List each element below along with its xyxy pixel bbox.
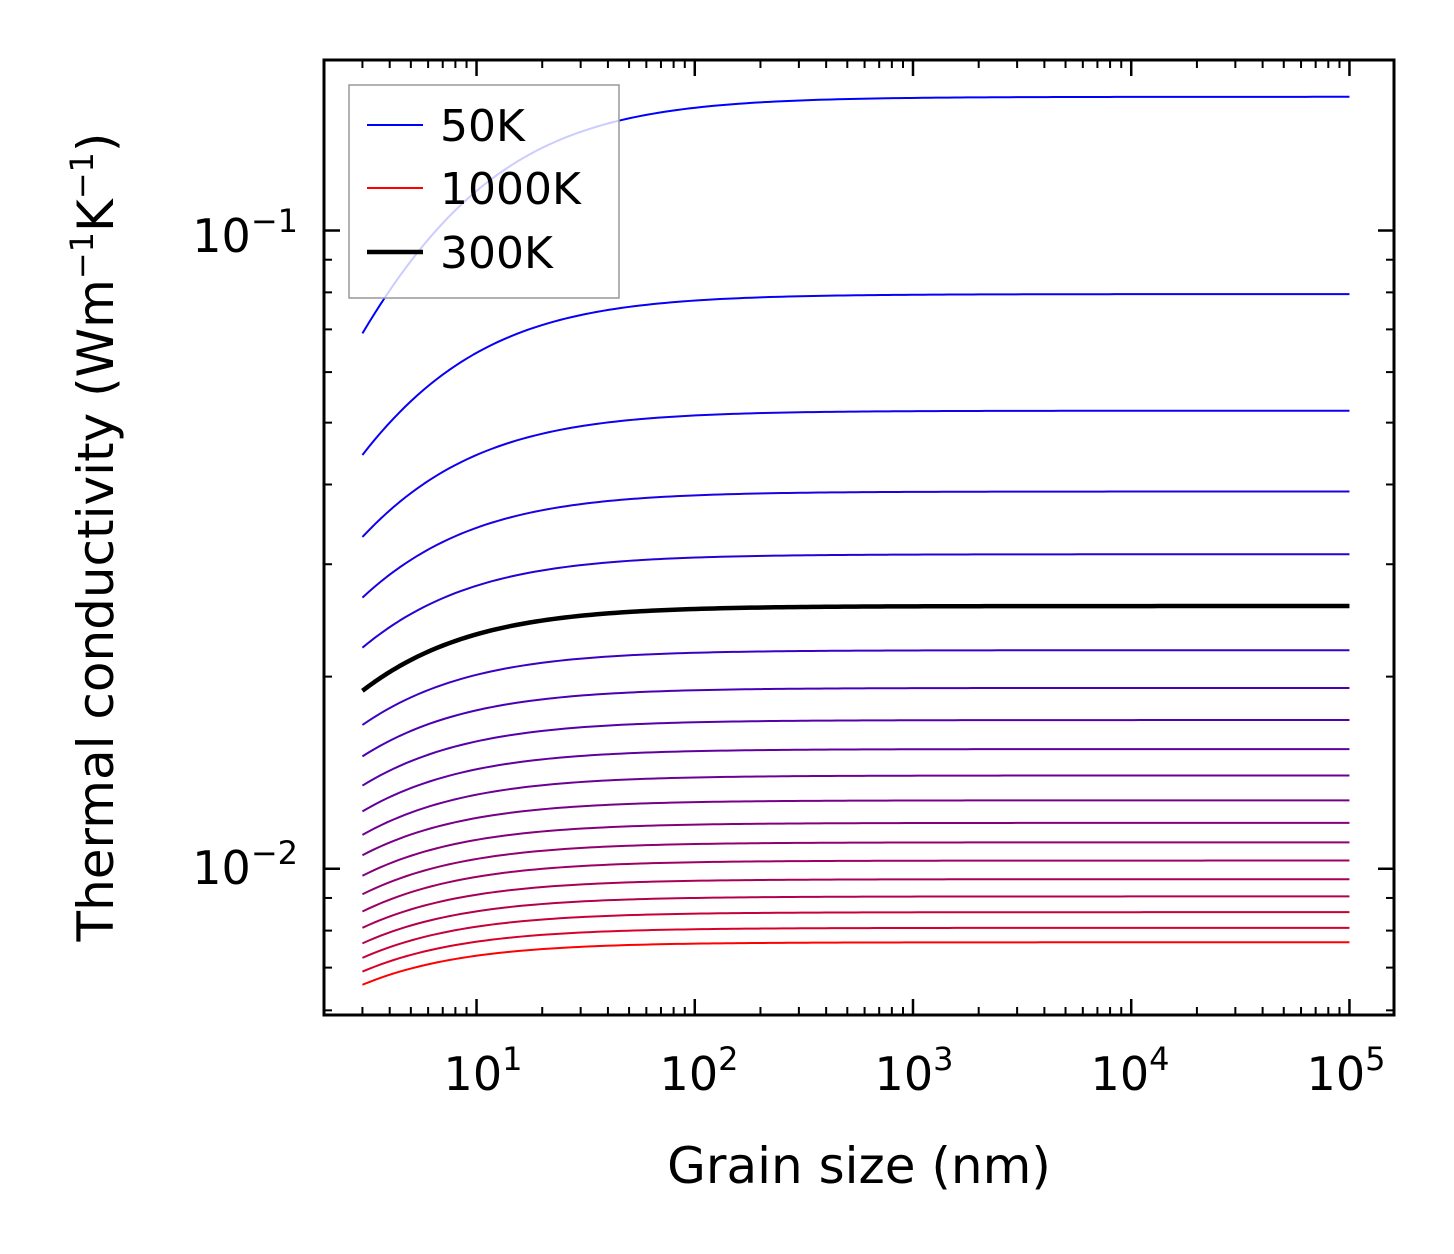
x-tick-label-5: 105 [1307, 1040, 1386, 1101]
y-axis-label: Thermal conductivity (Wm−1K−1) [63, 133, 125, 943]
legend: 50K 1000K 300K [348, 84, 620, 299]
series-line-300k [361, 603, 1350, 693]
legend-label-1000k: 1000K [440, 164, 582, 215]
series-line-800k [362, 878, 1350, 929]
legend-box [348, 84, 620, 299]
series-line-450k [361, 719, 1350, 787]
series-line-1000k [362, 941, 1350, 986]
series-line-150k [361, 409, 1350, 538]
series-line-250k [361, 553, 1350, 649]
series-line-400k [361, 686, 1350, 758]
x-tick-label-1: 101 [444, 1040, 523, 1101]
series-line-350k [361, 649, 1350, 726]
y-tick-label-0.1: 10−1 [192, 202, 298, 263]
series-line-950k [362, 926, 1350, 973]
x-tick-label-3: 103 [875, 1040, 954, 1101]
series-line-850k [362, 895, 1350, 945]
series-line-600k [361, 799, 1350, 857]
series-line-900k [362, 911, 1350, 959]
series-layer [361, 95, 1350, 986]
x-axis-label: Grain size (nm) [667, 1137, 1051, 1195]
series-line-200k [361, 490, 1350, 599]
legend-label-50k: 50K [440, 101, 526, 152]
x-tick-label-4: 104 [1091, 1040, 1170, 1101]
series-line-100k [361, 293, 1350, 456]
plot-frame [322, 58, 1396, 1017]
series-line-500k [361, 748, 1350, 813]
major-ticks [324, 60, 1394, 1015]
series-line-650k [361, 821, 1350, 877]
series-line-700k [361, 841, 1350, 896]
x-tick-label-2: 102 [660, 1040, 739, 1101]
legend-label-300k: 300K [440, 228, 554, 279]
y-tick-label-0.01: 10−2 [192, 834, 298, 895]
series-line-750k [361, 859, 1350, 913]
series-line-550k [361, 774, 1350, 836]
